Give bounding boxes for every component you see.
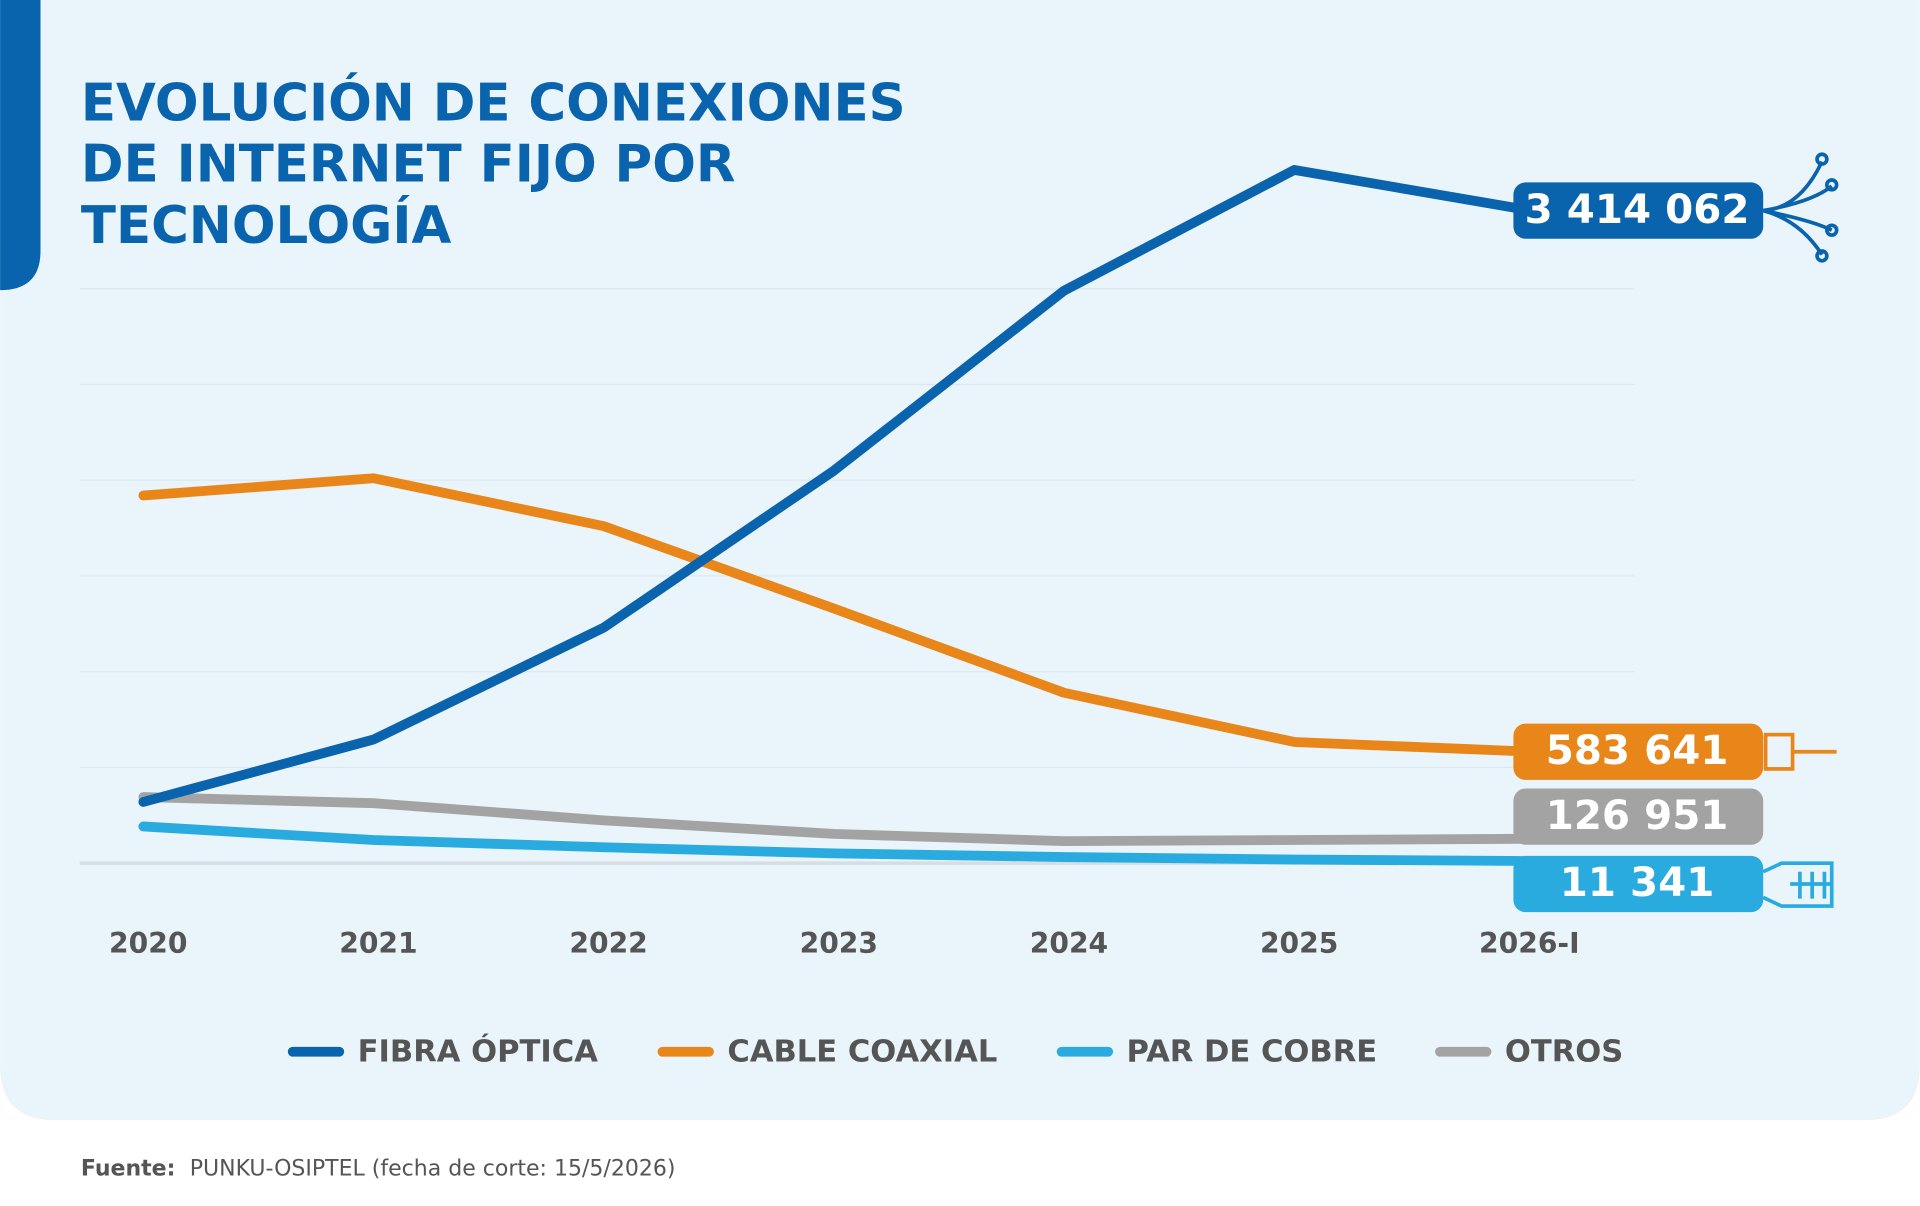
- title-line: DE INTERNET FIJO POR: [81, 135, 736, 195]
- coax-connector: [1763, 732, 1837, 771]
- x-tick-label: 2025: [1260, 927, 1338, 960]
- x-tick-label: 2023: [800, 927, 878, 960]
- source-text: PUNKU-OSIPTEL (fecha de corte: 15/5/2026…: [190, 1156, 676, 1181]
- value-label: 583 641: [1546, 726, 1729, 774]
- title-line: TECNOLOGÍA: [81, 195, 452, 256]
- series-line: [138, 165, 1530, 807]
- x-tick-label: 2024: [1030, 927, 1108, 960]
- legend-label: CABLE COAXIAL: [727, 1034, 997, 1069]
- value-label-box: [1513, 788, 1764, 845]
- lines: [138, 165, 1530, 866]
- series-line: [138, 792, 1530, 847]
- x-tick-label: 2021: [339, 927, 417, 960]
- x-tick-label: 2026-I: [1479, 927, 1580, 960]
- value-label: 3 414 062: [1525, 185, 1750, 233]
- legend-label: FIBRA ÓPTICA: [358, 1032, 599, 1069]
- source-label: Fuente:: [81, 1156, 175, 1181]
- x-tick-label: 2022: [569, 927, 647, 960]
- accent-tab: [0, 0, 41, 291]
- legend-label: OTROS: [1505, 1034, 1623, 1069]
- value-label: 11 341: [1560, 858, 1715, 906]
- series-line: [138, 821, 1530, 866]
- connectors: [1762, 152, 1839, 908]
- legend: FIBRA ÓPTICA CABLE COAXIAL PAR DE COBRE OTR…: [287, 1032, 1623, 1069]
- title-line: EVOLUCIÓN DE CONEXIONES: [81, 73, 906, 134]
- labels: 2020 2021 2022 2023 2024 2025 2026-I 3 414 062 5…: [109, 182, 1764, 960]
- fiber-connector: [1762, 152, 1839, 263]
- value-label-box: [1513, 723, 1764, 780]
- series-line: [138, 473, 1530, 757]
- x-tick-label: 2020: [109, 927, 187, 960]
- source: Fuente: PUNKU-OSIPTEL (fecha de corte: 1…: [81, 1156, 676, 1181]
- rj45-connector: [1762, 861, 1834, 908]
- value-label-box: [1513, 182, 1764, 239]
- legend-label: PAR DE COBRE: [1127, 1034, 1378, 1069]
- value-label-box: [1513, 855, 1764, 913]
- value-label: 126 951: [1546, 791, 1729, 839]
- title: EVOLUCIÓN DE CONEXIONES DE INTERNET FIJO…: [81, 73, 906, 256]
